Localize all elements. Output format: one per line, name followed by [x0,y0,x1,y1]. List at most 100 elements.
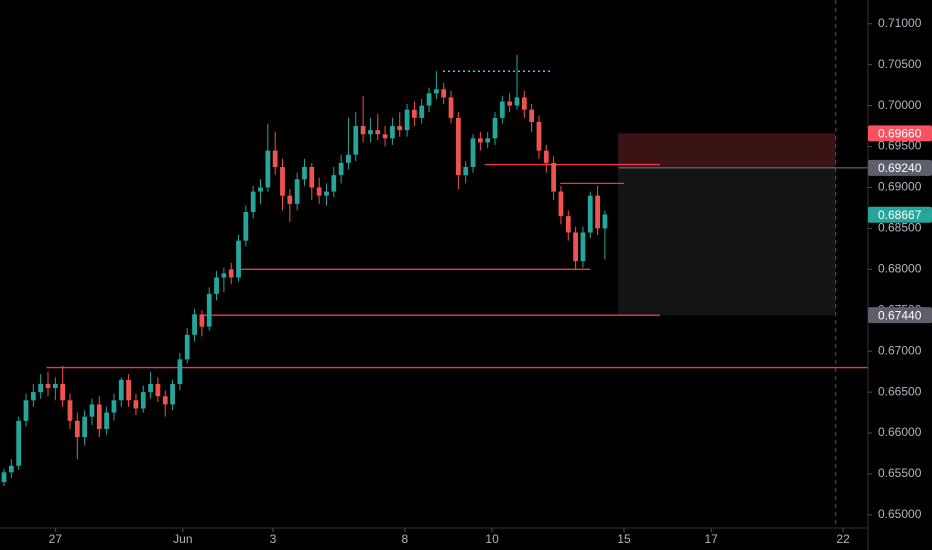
candle-body [499,101,505,118]
candle-body [477,138,483,143]
x-tick-label: 27 [49,532,63,546]
candle-body [485,138,491,143]
target-zone [618,167,836,316]
candle-body [390,126,395,139]
x-tick-label: 8 [402,532,409,546]
x-tick-label: 22 [836,532,850,546]
candle-body [199,314,205,327]
candle-body [192,314,197,335]
candle-body [89,404,95,417]
candle-body [206,293,212,327]
candle-body [375,130,381,135]
candle-body [250,191,256,213]
candle-body [30,392,36,401]
y-tick-label: 0.65000 [878,507,922,521]
y-tick-label: 0.68000 [878,261,922,275]
candle-body [470,138,476,167]
candle-body [426,93,432,106]
candle-body [419,105,425,118]
candle-body [558,191,564,217]
candle-body [280,166,285,196]
candle-body [184,334,190,360]
candle-body [214,277,219,294]
candle-body [543,150,549,163]
candle-body [155,383,161,397]
candle-body [38,383,44,393]
candle-body [602,214,608,229]
candle-body [162,396,168,405]
candle-body [316,187,322,196]
candle-body [302,166,307,180]
candle-body [353,126,359,155]
candle-body [397,126,403,131]
candle-body [595,195,600,229]
candle-body [45,383,51,389]
candle-body [16,420,22,466]
candle-body [243,212,249,241]
candle-body [412,109,417,118]
x-tick-label: 15 [617,532,631,546]
candle-body [360,126,366,135]
y-tick-label: 0.67000 [878,343,922,357]
candle-body [404,109,410,131]
y-tick-label: 0.70000 [878,98,922,112]
candle-body [580,232,586,262]
candle-body [104,412,110,429]
candle-body [514,97,520,106]
candle-body [221,273,227,278]
candle-body [258,187,263,192]
candle-body [368,130,373,135]
candle-body [96,404,102,429]
candle-body [565,216,571,233]
candle-body [177,359,183,384]
candle-body [346,154,351,163]
candle-body [67,400,73,421]
x-tick-label: 17 [705,532,719,546]
candle-body [455,117,461,176]
y-tick-label: 0.66500 [878,384,922,398]
price-tag [868,307,932,324]
candle-body [309,166,315,188]
stop-zone [618,133,836,168]
y-tick-label: 0.65500 [878,466,922,480]
candle-body [1,472,7,483]
candle-body [118,379,124,401]
candle-body [228,269,234,278]
candle-body [170,383,175,405]
candle-body [521,97,527,110]
candle-body [551,162,557,192]
candle-body [272,150,278,167]
price-tag-label: 0.68667 [878,208,922,222]
candle-body [441,89,447,98]
candle-body [74,420,80,438]
y-tick-label: 0.69000 [878,180,922,194]
candle-body [529,109,535,122]
y-tick-label: 0.69500 [878,139,922,153]
candle-body [536,121,542,151]
candle-body [448,97,454,118]
candle-body [287,195,293,204]
price-tag-label: 0.69660 [878,127,922,141]
price-tag-label: 0.67440 [878,308,922,322]
candle-body [492,117,498,139]
candle-body [587,195,593,233]
x-tick-label: 3 [270,532,277,546]
price-tag-label: 0.69240 [878,161,922,175]
y-tick-label: 0.66000 [878,425,922,439]
x-tick-label: 10 [485,532,499,546]
price-tag [868,206,932,223]
candle-body [382,134,388,139]
candle-body [126,379,131,401]
candle-body [133,400,139,409]
candle-body [463,166,469,176]
x-tick-label: Jun [173,532,192,546]
candle-body [331,175,337,192]
candle-body [148,383,153,393]
price-tag [868,159,932,176]
price-tag [868,125,932,142]
candle-body [324,191,329,196]
candle-body [294,179,300,204]
candle-body [52,383,58,389]
